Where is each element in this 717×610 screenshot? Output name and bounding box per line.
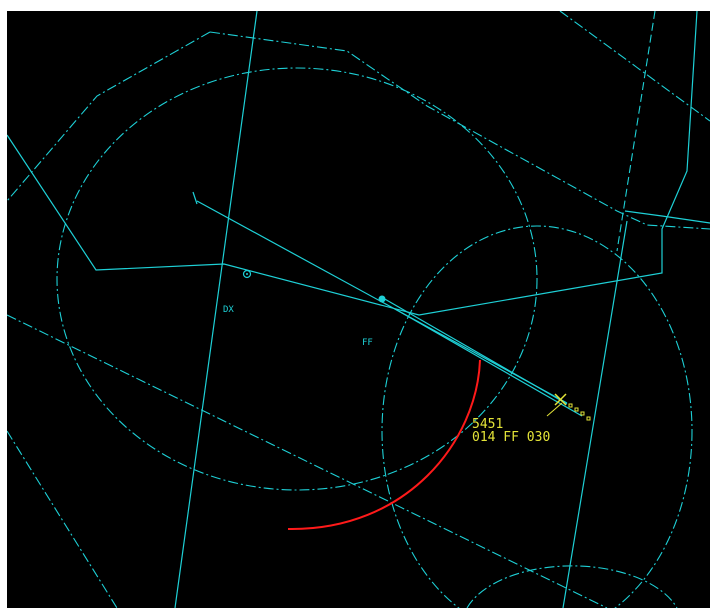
airway-segment-east bbox=[624, 210, 710, 224]
track-leader-line bbox=[546, 402, 563, 417]
airway-southwest bbox=[7, 314, 608, 608]
airway-northwest bbox=[7, 31, 211, 202]
dx-fix-icon[interactable] bbox=[242, 269, 252, 279]
dx-fix-label: DX bbox=[223, 305, 234, 315]
track-data-line[interactable]: 014 FF 030 bbox=[472, 430, 550, 445]
corridor-line-east bbox=[616, 11, 656, 252]
airspace-ring bbox=[56, 67, 538, 491]
localizer-line bbox=[394, 308, 583, 417]
airway-south bbox=[7, 430, 118, 608]
final-approach-course bbox=[382, 297, 568, 405]
ff-fix-icon[interactable] bbox=[378, 295, 386, 303]
track-history-icon bbox=[568, 403, 591, 421]
radial-line-west bbox=[174, 11, 258, 608]
airway-northeast bbox=[209, 31, 710, 230]
centerline-end-tick bbox=[192, 191, 198, 205]
range-ring-arc bbox=[287, 359, 481, 531]
aircraft-target-icon[interactable] bbox=[554, 393, 567, 406]
radial-line-east bbox=[562, 220, 628, 608]
outer-airspace-ring bbox=[381, 225, 693, 608]
radar-map-svg: DX FF 5451 014 FF 030 bbox=[7, 11, 710, 608]
ff-fix-label: FF bbox=[362, 338, 373, 348]
lower-airspace-arc bbox=[466, 565, 678, 608]
sector-boundary bbox=[7, 11, 698, 316]
airway-north bbox=[559, 11, 710, 122]
radar-scope[interactable]: DX FF 5451 014 FF 030 bbox=[7, 11, 710, 608]
track-squawk[interactable]: 5451 bbox=[472, 417, 503, 432]
